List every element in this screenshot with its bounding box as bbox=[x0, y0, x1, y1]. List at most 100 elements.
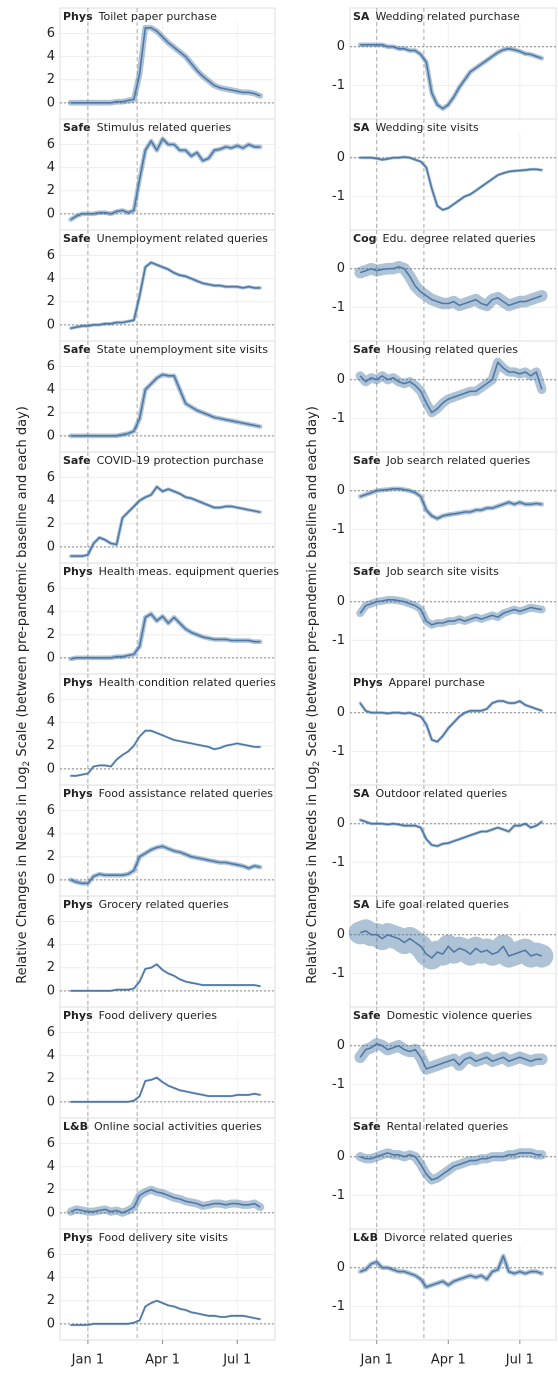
panel-title: Health condition related queries bbox=[99, 676, 276, 689]
panel-frame bbox=[349, 1117, 557, 1230]
y-tick-label: 4 bbox=[47, 715, 55, 730]
y-tick-label: 6 bbox=[47, 581, 55, 596]
line bbox=[70, 373, 261, 437]
x-tick-label: Jan 1 bbox=[360, 1353, 393, 1368]
panel-title: Unemployment related queries bbox=[97, 232, 269, 245]
y-tick-label: -1 bbox=[332, 744, 345, 759]
panel-group: Phys bbox=[63, 898, 93, 911]
y-tick-label: 0 bbox=[337, 816, 345, 831]
panel-group: Phys bbox=[63, 1231, 93, 1244]
y-tick-label: 6 bbox=[47, 914, 55, 929]
panel-group: SA bbox=[353, 121, 370, 134]
line bbox=[70, 27, 261, 104]
line bbox=[70, 729, 261, 777]
panel-frame bbox=[349, 562, 557, 675]
y-tick-label: 6 bbox=[47, 359, 55, 374]
line bbox=[359, 266, 543, 307]
y-tick-label: 4 bbox=[47, 271, 55, 286]
line bbox=[70, 1076, 261, 1103]
y-tick-label: 0 bbox=[47, 317, 55, 332]
line bbox=[359, 930, 543, 959]
line bbox=[70, 1299, 261, 1326]
panel: 0 2 4 6 Phys Food delivery site visits Jan 1 Ap… bbox=[47, 1228, 276, 1368]
panel-frame bbox=[349, 340, 557, 453]
line bbox=[70, 261, 261, 330]
panel: -1 0 Cog Edu. degree related queries bbox=[332, 229, 557, 342]
y-tick-label: 2 bbox=[47, 183, 55, 198]
y-tick-label: 6 bbox=[47, 803, 55, 818]
y-tick-label: 0 bbox=[47, 1094, 55, 1109]
panel-frame bbox=[59, 7, 276, 120]
y-tick-label: 0 bbox=[47, 761, 55, 776]
panel-group: Safe bbox=[63, 121, 91, 134]
panel-group: Safe bbox=[63, 343, 91, 356]
panel-title: Health meas. equipment queries bbox=[99, 565, 280, 578]
panel-group: Phys bbox=[63, 10, 93, 23]
panel-group: Phys bbox=[353, 676, 383, 689]
y-tick-label: 2 bbox=[47, 627, 55, 642]
y-tick-label: 2 bbox=[47, 294, 55, 309]
panel-group: SA bbox=[353, 898, 370, 911]
panel-frame bbox=[349, 7, 557, 120]
y-tick-label: -1 bbox=[332, 633, 345, 648]
line bbox=[70, 613, 261, 660]
y-tick-label: 6 bbox=[47, 137, 55, 152]
y-tick-label: 6 bbox=[47, 1247, 55, 1262]
panel-title: Stimulus related queries bbox=[97, 121, 232, 134]
y-tick-label: 0 bbox=[337, 372, 345, 387]
y-tick-label: -1 bbox=[332, 966, 345, 981]
panel-group: Phys bbox=[63, 787, 93, 800]
panel-title: Housing related queries bbox=[387, 343, 519, 356]
y-tick-label: 0 bbox=[337, 927, 345, 942]
panel-title: Food delivery site visits bbox=[99, 1231, 229, 1244]
panel-title: Job search related queries bbox=[386, 454, 531, 467]
y-axis-label: Relative Changes in Needs in Log2 Scale … bbox=[15, 406, 32, 984]
panel: -1 0 Phys Apparel purchase bbox=[332, 673, 557, 786]
y-tick-label: -1 bbox=[332, 1188, 345, 1203]
y-tick-label: 4 bbox=[47, 493, 55, 508]
y-tick-label: 0 bbox=[47, 428, 55, 443]
line bbox=[359, 599, 542, 626]
y-label-rest: Scale (between pre-pandemic baseline and… bbox=[305, 406, 320, 761]
panel-group: Safe bbox=[63, 232, 91, 245]
panel-frame bbox=[349, 1228, 557, 1341]
line bbox=[360, 156, 542, 211]
y-tick-label: -1 bbox=[332, 855, 345, 870]
line bbox=[359, 1043, 542, 1070]
panel: 0 2 4 6 Safe Stimulus related queries bbox=[47, 118, 276, 231]
panel-frame bbox=[59, 895, 276, 1008]
panel-title: State unemployment site visits bbox=[97, 343, 269, 356]
panel: -1 0 L&B Divorce related queries Jan 1 Apr 1 J… bbox=[332, 1228, 557, 1368]
line bbox=[360, 44, 543, 110]
y-tick-label: 4 bbox=[47, 49, 55, 64]
panel-group: SA bbox=[353, 10, 370, 23]
y-tick-label: 2 bbox=[47, 849, 55, 864]
panel: -1 0 Safe Housing related queries bbox=[332, 340, 557, 453]
y-label-rest: Scale (between pre-pandemic baseline and… bbox=[15, 406, 30, 761]
y-tick-label: -1 bbox=[332, 1077, 345, 1092]
panel-group: Safe bbox=[353, 565, 381, 578]
panel-frame bbox=[59, 118, 276, 231]
panel-group: SA bbox=[353, 787, 370, 800]
y-tick-label: 4 bbox=[47, 937, 55, 952]
y-label-text: Relative Changes in Needs in Log bbox=[305, 766, 320, 983]
y-tick-label: 0 bbox=[47, 95, 55, 110]
panel-group: Phys bbox=[63, 565, 93, 578]
y-tick-label: 4 bbox=[47, 1048, 55, 1063]
y-tick-label: -1 bbox=[332, 1299, 345, 1314]
y-tick-label: -1 bbox=[332, 78, 345, 93]
panel-title: Food assistance related queries bbox=[99, 787, 274, 800]
y-tick-label: 2 bbox=[47, 72, 55, 87]
panel-group: Safe bbox=[353, 343, 381, 356]
y-tick-label: 0 bbox=[47, 983, 55, 998]
y-tick-label: 6 bbox=[47, 692, 55, 707]
panel: -1 0 SA Outdoor related queries bbox=[332, 784, 557, 897]
panel: 0 2 4 6 Safe State unemployment site visits bbox=[47, 340, 276, 453]
panel: 0 2 4 6 Phys Food assistance related queries bbox=[47, 784, 276, 897]
y-tick-label: -1 bbox=[332, 522, 345, 537]
y-tick-label: 2 bbox=[47, 738, 55, 753]
y-tick-label: 0 bbox=[47, 1205, 55, 1220]
line bbox=[359, 361, 543, 414]
panel-title: Toilet paper purchase bbox=[98, 10, 217, 23]
y-tick-label: 6 bbox=[47, 26, 55, 41]
